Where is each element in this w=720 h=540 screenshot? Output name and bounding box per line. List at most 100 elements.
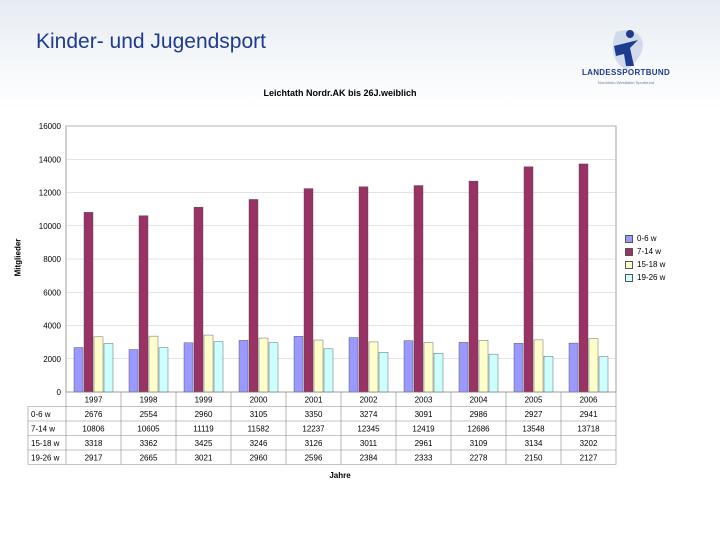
- x-tick-label: 1998: [140, 396, 158, 405]
- data-label: 2665: [140, 454, 158, 463]
- data-label: 3011: [360, 439, 378, 448]
- legend-label: 7-14 w: [637, 247, 662, 256]
- bar: [138, 215, 149, 393]
- x-tick-label: 1999: [195, 396, 213, 405]
- bar: [128, 349, 139, 393]
- bar: [523, 166, 534, 393]
- landessportbund-logo: [612, 30, 643, 70]
- data-label: 3425: [195, 439, 213, 448]
- slide-title: Kinder- und Jugendsport: [36, 30, 266, 53]
- legend-label: 19-26 w: [637, 273, 666, 282]
- chart-title: Leichtath Nordr.AK bis 26J.weiblich: [263, 88, 417, 98]
- data-label: 3350: [305, 410, 323, 419]
- y-tick-label: 10000: [39, 222, 62, 231]
- data-label: 2986: [470, 410, 488, 419]
- data-label: 2676: [85, 410, 103, 419]
- x-tick-label: 2000: [250, 396, 268, 405]
- bar: [423, 342, 434, 393]
- data-label: 2333: [415, 454, 433, 463]
- y-tick-label: 4000: [43, 322, 61, 331]
- data-label: 2278: [470, 454, 488, 463]
- bar: [578, 163, 589, 393]
- legend-item: 0-6 w: [625, 232, 665, 245]
- y-tick-label: 2000: [43, 355, 61, 364]
- data-label: 3109: [470, 439, 488, 448]
- data-label: 12345: [357, 425, 380, 434]
- y-tick-label: 16000: [39, 122, 62, 131]
- bar: [413, 185, 424, 393]
- legend-item: 19-26 w: [625, 271, 665, 284]
- y-tick-label: 6000: [43, 288, 61, 297]
- data-label: 3202: [580, 439, 598, 448]
- data-label: 2960: [195, 410, 213, 419]
- bar: [313, 339, 324, 393]
- data-label: 3134: [525, 439, 543, 448]
- x-tick-label: 2001: [305, 396, 323, 405]
- x-tick-label: 2004: [470, 396, 488, 405]
- data-label: 2917: [85, 454, 103, 463]
- bar: [433, 353, 444, 393]
- bar: [83, 212, 94, 393]
- bar: [368, 341, 379, 393]
- data-label: 12419: [412, 425, 435, 434]
- bar: [103, 343, 114, 393]
- legend-swatch: [625, 273, 633, 282]
- legend-item: 7-14 w: [625, 245, 665, 258]
- data-label: 2384: [360, 454, 378, 463]
- x-tick-label: 2006: [580, 396, 598, 405]
- data-label: 12686: [467, 425, 490, 434]
- legend-item: 15-18 w: [625, 258, 665, 271]
- bar: [348, 337, 359, 393]
- table-row-label: 0-6 w: [31, 410, 51, 419]
- legend-label: 15-18 w: [637, 260, 666, 269]
- legend-swatch: [625, 247, 633, 256]
- data-label: 3091: [415, 410, 433, 419]
- bar: [268, 342, 279, 393]
- bar: [183, 342, 194, 393]
- x-tick-label: 2003: [415, 396, 433, 405]
- data-label: 2127: [580, 454, 598, 463]
- data-label: 3246: [250, 439, 268, 448]
- bar: [543, 356, 554, 393]
- data-label: 10605: [137, 425, 160, 434]
- y-tick-label: 12000: [39, 189, 62, 198]
- bar: [488, 353, 499, 393]
- table-row-label: 7-14 w: [31, 425, 55, 434]
- data-label: 13548: [522, 425, 545, 434]
- bar: [568, 342, 579, 393]
- data-label: 2941: [580, 410, 598, 419]
- x-axis-label: Jahre: [329, 471, 351, 480]
- bar: [193, 206, 204, 393]
- table-row-label: 15-18 w: [31, 439, 60, 448]
- bar: [358, 186, 369, 393]
- data-label: 2927: [525, 410, 543, 419]
- bar: [378, 352, 389, 393]
- bar: [588, 338, 599, 393]
- bar: [323, 348, 334, 393]
- bar: [533, 339, 544, 393]
- data-label: 2554: [140, 410, 158, 419]
- bar: [468, 180, 479, 393]
- data-label: 3318: [85, 439, 103, 448]
- bar: [203, 334, 214, 393]
- data-label: 3362: [140, 439, 158, 448]
- bar: [478, 340, 489, 393]
- bar: [158, 347, 169, 393]
- data-label: 2961: [415, 439, 433, 448]
- data-label: 2960: [250, 454, 268, 463]
- logo-wordmark: LANDESSPORTBUND: [581, 68, 671, 77]
- bar: [148, 335, 159, 393]
- data-label: 2150: [525, 454, 543, 463]
- data-label: 3126: [305, 439, 323, 448]
- legend-label: 0-6 w: [637, 234, 657, 243]
- legend-swatch: [625, 234, 633, 243]
- legend: 0-6 w 7-14 w 15-18 w 19-26 w: [625, 232, 665, 284]
- bar: [293, 336, 304, 393]
- data-label: 3021: [195, 454, 213, 463]
- bar: [258, 337, 269, 393]
- data-label: 11582: [248, 425, 270, 434]
- y-tick-label: 0: [57, 388, 62, 397]
- table-row-label: 19-26 w: [31, 454, 60, 463]
- x-tick-label: 1997: [85, 396, 103, 405]
